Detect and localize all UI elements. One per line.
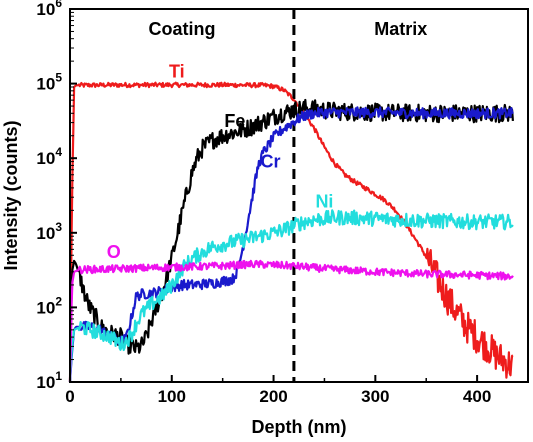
plot-frame <box>69 8 529 383</box>
x-tick-label: 0 <box>65 387 74 406</box>
x-axis-ticks: 0 100 200 300 400 <box>65 375 491 406</box>
region-labels: Coating Matrix <box>148 19 427 39</box>
series-label-cr: Cr <box>260 152 280 172</box>
series-line-cr <box>68 106 514 383</box>
y-tick-label: 102 <box>36 294 62 317</box>
x-tick-label: 300 <box>361 387 389 406</box>
x-tick-label: 400 <box>463 387 491 406</box>
y-tick-label: 104 <box>36 145 62 168</box>
x-tick-label: 200 <box>259 387 287 406</box>
y-tick-label: 101 <box>36 369 62 392</box>
region-label-matrix: Matrix <box>374 19 427 39</box>
y-tick-label: 106 <box>36 0 62 19</box>
series-labels: Ti Fe Cr Ni O <box>107 62 334 262</box>
series-lines <box>68 81 514 383</box>
y-tick-label: 105 <box>36 71 62 94</box>
y-tick-label: 103 <box>36 220 62 243</box>
series-label-fe: Fe <box>224 111 245 131</box>
series-label-ni: Ni <box>315 191 333 211</box>
region-label-coating: Coating <box>148 19 215 39</box>
y-axis-title: Intensity (counts) <box>1 120 21 270</box>
series-label-ti: Ti <box>169 62 185 82</box>
x-axis-title: Depth (nm) <box>252 417 347 437</box>
y-axis-ticks: 101 102 103 104 105 106 <box>36 0 77 392</box>
x-tick-label: 100 <box>158 387 186 406</box>
series-label-o: O <box>107 242 121 262</box>
series-line-o <box>68 259 514 383</box>
series-line-ni <box>68 209 514 383</box>
series-line-ti <box>68 81 514 383</box>
series-line-fe <box>68 98 514 383</box>
